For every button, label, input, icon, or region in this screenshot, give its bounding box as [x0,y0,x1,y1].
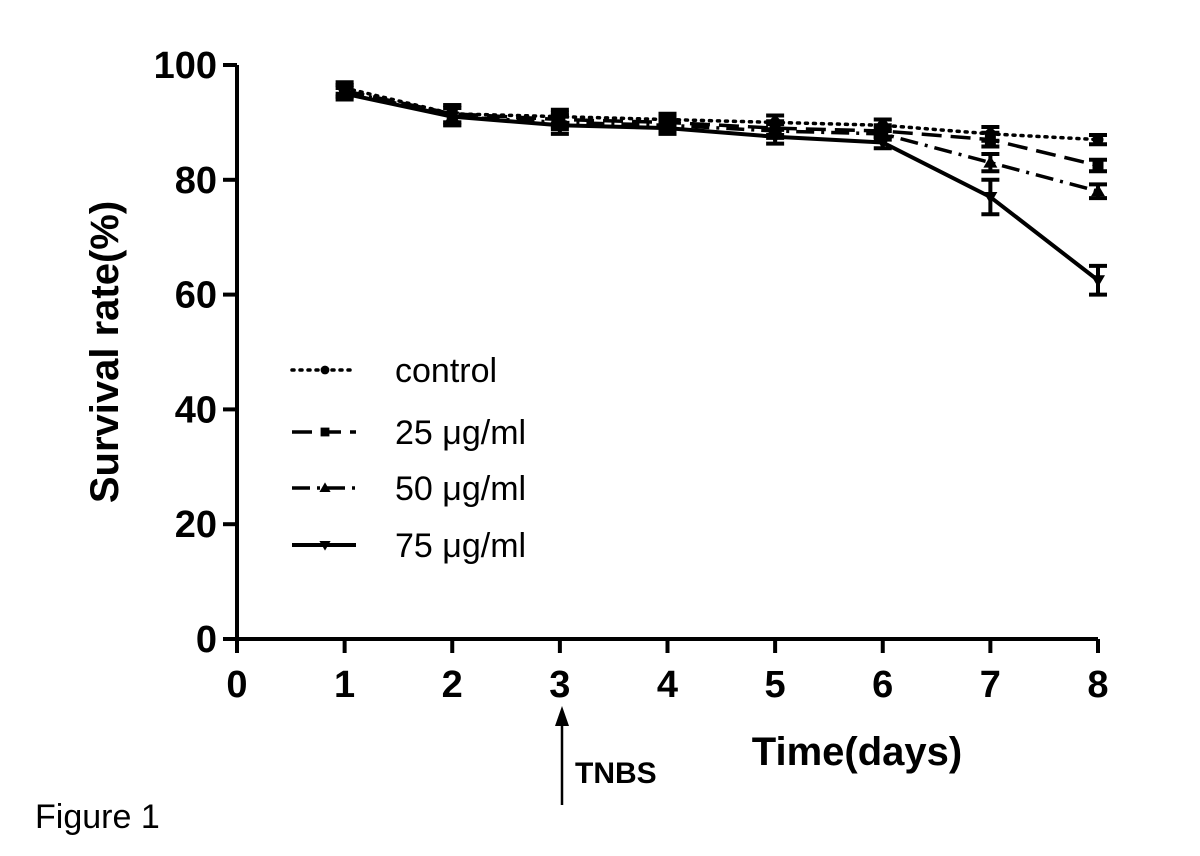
tnbs-arrow-head [555,706,569,726]
legend-marker [319,482,331,492]
y-axis-ticks: 0 20 40 60 80 100 [154,45,237,661]
legend-label: 50 μg/ml [395,470,526,508]
data-point [1091,275,1105,288]
series-line [344,89,1099,168]
y-tick-label: 80 [175,160,217,202]
series-line [344,91,1100,282]
data-point [875,137,890,150]
series-line [344,89,1099,193]
legend-marker [319,541,331,551]
x-axis-ticks: 0 1 2 3 4 5 6 7 8 [226,639,1109,706]
figure-label: Figure 1 [35,798,160,836]
y-tick-label: 0 [196,619,217,661]
x-tick-label: 4 [657,664,678,706]
x-axis-title: Time(days) [752,730,962,774]
legend-marker [320,427,330,437]
data-point [983,192,998,205]
x-tick-label: 5 [765,664,786,706]
x-tick-label: 0 [226,664,247,706]
x-tick-label: 8 [1087,664,1108,706]
x-tick-label: 2 [442,664,463,706]
legend-label: 75 μg/ml [395,527,526,565]
legend-label: control [395,352,497,390]
x-tick-label: 6 [872,664,893,706]
data-point [1092,159,1104,171]
y-tick-label: 100 [154,45,217,87]
legend-item-2: 25 μg/ml [292,414,526,452]
data-point [983,155,998,168]
series-4 [335,85,1107,297]
data-point [984,134,996,146]
data-point [660,123,675,136]
series-layer [335,80,1107,297]
tnbs-label: TNBS [575,757,657,790]
data-point [552,120,567,133]
data-point [1092,134,1104,146]
x-tick-label: 1 [334,664,355,706]
legend-item-4: 75 μg/ml [292,527,526,565]
tnbs-annotation: TNBS [555,706,657,805]
y-axis-title: Survival rate(%) [83,201,127,503]
legend-label: 25 μg/ml [395,414,526,452]
y-tick-label: 60 [175,275,217,317]
data-point [1091,184,1105,197]
data-point [337,88,352,101]
legend-item-3: 50 μg/ml [292,470,526,508]
y-tick-label: 20 [175,504,217,546]
legend-marker [320,365,330,375]
legend-item-1: control [290,352,497,390]
legend: control 25 μg/ml 50 μg/ml 75 μg/ml [290,352,526,565]
x-tick-label: 7 [980,664,1001,706]
axes [235,65,1098,641]
x-tick-label: 3 [549,664,570,706]
data-point [445,111,460,124]
y-tick-label: 40 [175,389,217,431]
data-point [768,131,783,144]
